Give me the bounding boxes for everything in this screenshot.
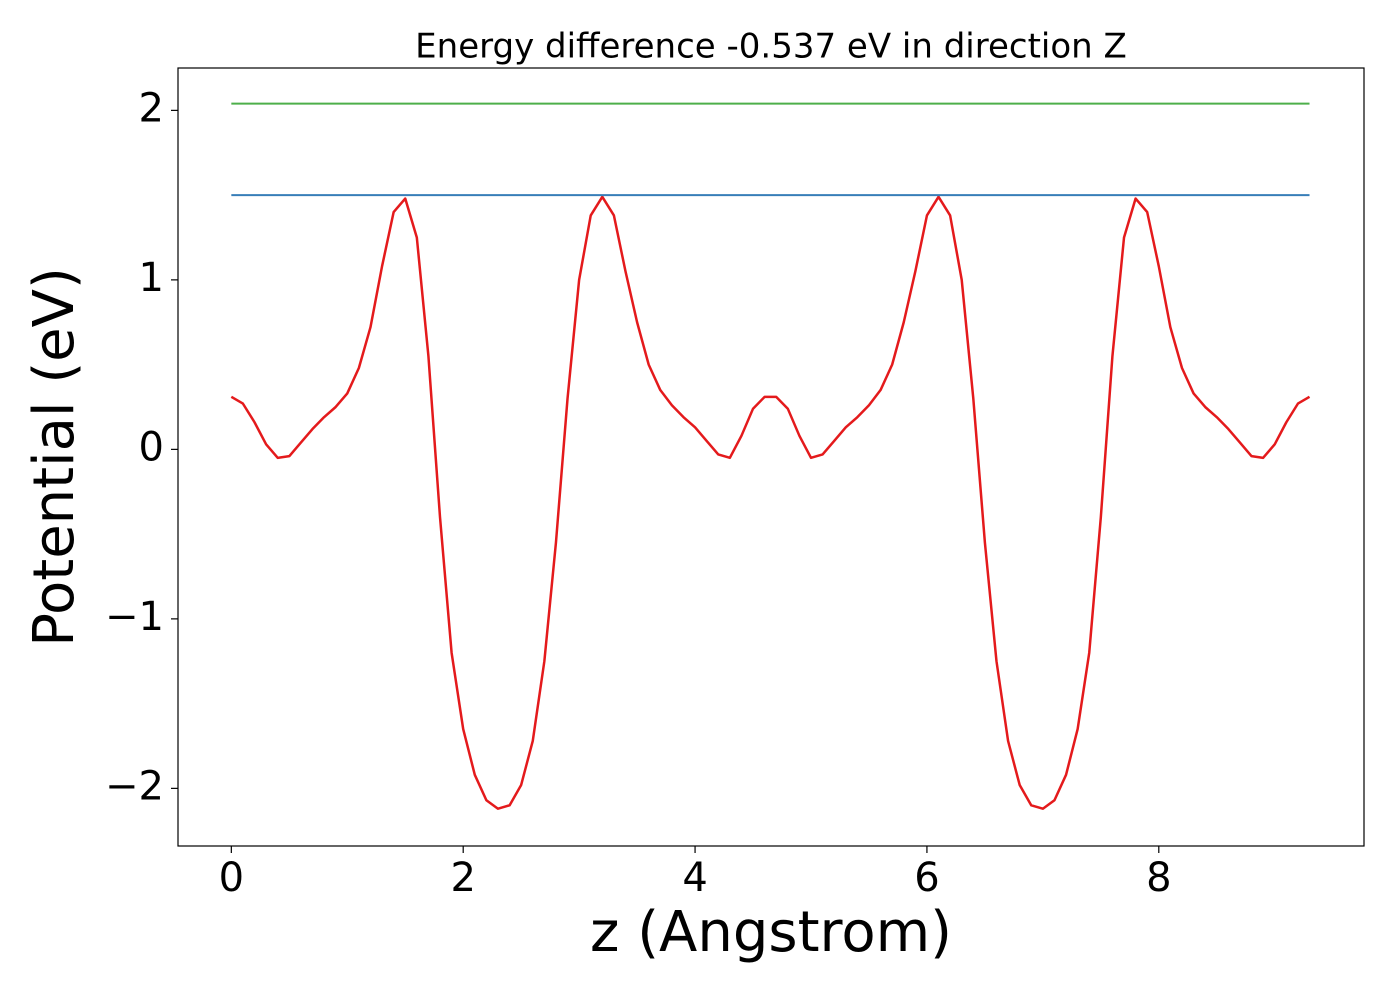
y-tick-label: 0 <box>139 424 164 470</box>
x-tick-label: 0 <box>219 855 244 901</box>
y-axis-label: Potential (eV) <box>22 267 87 647</box>
y-tick-label: 1 <box>139 255 164 301</box>
x-axis-label: z (Angstrom) <box>590 900 952 965</box>
y-tick-label: −2 <box>105 763 164 809</box>
x-tick-label: 8 <box>1146 855 1171 901</box>
x-tick-label: 2 <box>450 855 475 901</box>
x-tick-label: 4 <box>682 855 707 901</box>
y-tick-label: −1 <box>105 594 164 640</box>
x-tick-label: 6 <box>914 855 939 901</box>
plot-frame <box>177 67 1365 847</box>
line-series <box>230 195 1311 810</box>
y-tick-label: 2 <box>139 85 164 131</box>
chart-title: Energy difference -0.537 eV in direction… <box>415 27 1127 67</box>
